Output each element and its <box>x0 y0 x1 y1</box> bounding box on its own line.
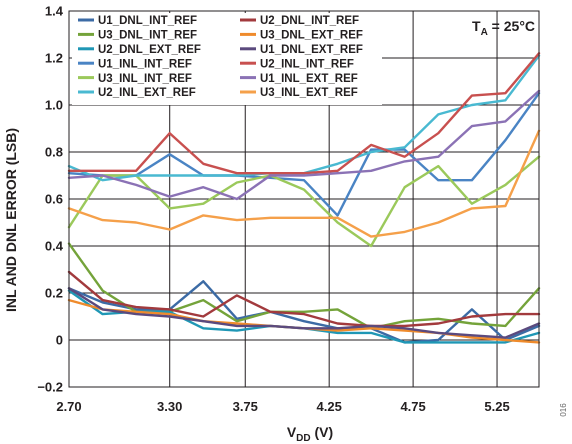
y-tick-label: 0.8 <box>45 145 63 160</box>
legend-label: U2_INL_INT_REF <box>260 58 354 70</box>
x-axis-label: VDD (V) <box>287 424 333 444</box>
legend-label: U1_INL_EXT_REF <box>260 73 358 85</box>
legend-background <box>72 13 382 105</box>
legend-label: U3_DNL_INT_REF <box>98 30 197 42</box>
x-tick-label: 4.75 <box>400 399 425 414</box>
series-line-u3-inl-ext-ref <box>67 129 541 238</box>
legend-label: U1_DNL_EXT_REF <box>260 44 363 56</box>
series-line-u2-dnl-int-ref <box>67 270 541 328</box>
y-tick-label: 0.4 <box>45 239 64 254</box>
legend-label: U1_DNL_INT_REF <box>98 15 197 27</box>
y-tick-label: 1.4 <box>45 4 64 19</box>
x-tick-label: 3.30 <box>157 399 182 414</box>
y-tick-label: 0.6 <box>45 192 63 207</box>
series-line-u1-dnl-ext-ref <box>67 287 541 339</box>
legend-label: U2_DNL_EXT_REF <box>98 44 201 56</box>
y-tick-label: 0.2 <box>45 286 63 301</box>
series-line-u3-inl-int-ref <box>67 155 541 248</box>
figure-id: 016 <box>559 403 568 417</box>
y-axis-label: INL AND DNL ERROR (LSB) <box>3 128 19 312</box>
y-tick-label: 1.0 <box>45 98 63 113</box>
plot-frame <box>68 10 540 388</box>
legend: U1_DNL_INT_REF U3_DNL_INT_REF U2_DNL_EXT_R… <box>72 13 382 105</box>
legend-label: U2_DNL_INT_REF <box>260 15 359 27</box>
series-line-u1-inl-ext-ref <box>67 89 541 201</box>
series-line-u2-inl-int-ref <box>67 52 541 175</box>
x-axis-label-rest: (V) <box>311 424 334 440</box>
series-line-u1-inl-int-ref <box>67 91 541 217</box>
annotation-rest: = 25°C <box>488 18 535 34</box>
series-layer <box>67 52 541 344</box>
x-axis-label-main: V <box>287 424 297 440</box>
tick-label-layer: −0.2 0 0.2 0.4 0.6 0.8 1.0 1.2 1.4 2.70 3.30 3.75 4.… <box>37 4 509 415</box>
legend-label: U3_INL_INT_REF <box>98 73 192 85</box>
series-line-u3-dnl-int-ref <box>67 242 541 330</box>
x-axis-label-subscript: DD <box>296 433 310 444</box>
x-tick-label: 5.25 <box>484 399 509 414</box>
x-tick-label: 3.75 <box>233 399 258 414</box>
y-tick-label: 0 <box>56 333 63 348</box>
legend-label: U3_INL_EXT_REF <box>260 87 358 99</box>
legend-label: U1_INL_INT_REF <box>98 58 192 70</box>
x-tick-label: 4.25 <box>317 399 342 414</box>
annotation-main: T <box>472 18 481 34</box>
legend-label: U3_DNL_EXT_REF <box>260 30 363 42</box>
y-tick-label: 1.2 <box>45 51 63 66</box>
temperature-annotation: TA = 25°C <box>472 18 535 38</box>
y-tick-label: −0.2 <box>37 380 63 395</box>
x-tick-label: 2.70 <box>56 399 81 414</box>
annotation-subscript: A <box>481 27 488 38</box>
legend-label: U2_INL_EXT_REF <box>98 87 196 99</box>
